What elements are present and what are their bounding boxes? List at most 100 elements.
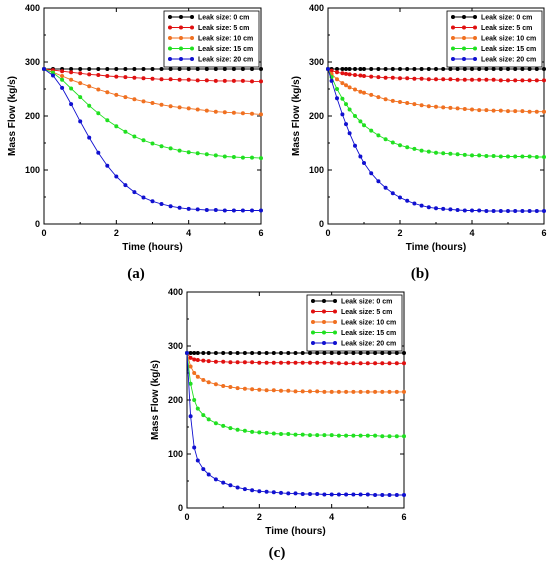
- data-point: [344, 71, 348, 76]
- data-point: [353, 143, 357, 148]
- data-point: [527, 154, 532, 159]
- data-point: [195, 151, 200, 156]
- data-point: [462, 67, 467, 71]
- data-point: [188, 414, 193, 419]
- legend-swatch-marker: [311, 299, 315, 303]
- data-point: [293, 432, 298, 437]
- series-line: [327, 68, 544, 212]
- data-point: [204, 78, 209, 83]
- data-point: [455, 67, 460, 71]
- data-point: [242, 351, 247, 355]
- data-point: [222, 78, 227, 83]
- data-point: [60, 74, 65, 78]
- data-point: [394, 389, 399, 394]
- data-point: [141, 67, 146, 71]
- data-point: [188, 355, 193, 360]
- data-point: [441, 105, 446, 110]
- data-point: [376, 95, 381, 100]
- legend-entry: Leak size: 5 cm: [481, 25, 532, 32]
- data-point: [168, 67, 173, 71]
- data-point: [455, 152, 460, 157]
- data-point: [123, 67, 128, 71]
- data-point: [114, 67, 119, 71]
- legend-swatch-marker: [190, 57, 194, 61]
- legend-swatch-marker: [322, 320, 326, 324]
- data-point: [308, 389, 312, 394]
- data-point: [235, 351, 240, 355]
- data-point: [250, 360, 255, 365]
- data-point: [491, 67, 496, 71]
- data-point: [373, 493, 378, 497]
- data-point: [185, 351, 189, 355]
- data-point: [353, 87, 357, 92]
- data-point: [383, 75, 388, 80]
- x-tick-label: 6: [258, 228, 263, 238]
- data-point: [448, 77, 453, 82]
- data-point: [380, 361, 385, 366]
- data-point: [204, 152, 209, 157]
- data-point: [419, 203, 424, 208]
- series-2: [326, 67, 546, 114]
- data-point: [434, 206, 438, 211]
- data-point: [513, 67, 518, 71]
- data-point: [206, 359, 211, 364]
- x-tick-label: 0: [184, 512, 189, 522]
- data-point: [462, 77, 467, 82]
- data-point: [448, 105, 453, 110]
- data-point: [259, 156, 263, 161]
- data-point: [344, 433, 349, 438]
- data-point: [491, 154, 496, 158]
- data-point: [387, 389, 392, 394]
- data-point: [484, 77, 489, 82]
- x-tick-label: 4: [186, 228, 191, 238]
- legend-swatch-marker: [179, 57, 183, 61]
- data-point: [69, 102, 74, 107]
- series-line: [43, 68, 262, 115]
- data-point: [347, 72, 352, 77]
- data-point: [240, 67, 245, 71]
- data-point: [204, 108, 209, 113]
- data-point: [520, 67, 525, 71]
- legend-swatch-marker: [333, 299, 337, 303]
- data-point: [534, 209, 539, 213]
- data-point: [132, 75, 137, 80]
- data-point: [168, 104, 173, 109]
- data-point: [159, 67, 164, 71]
- data-point: [329, 68, 334, 73]
- legend-swatch-marker: [451, 15, 455, 19]
- chart-panel-0: 0 2 4 6 0 100 200 300 400 Time (hours) Mass Flow (…: [7, 3, 264, 282]
- data-point: [362, 74, 366, 78]
- data-point: [394, 361, 399, 366]
- data-point: [470, 153, 474, 158]
- chart-panel-1: 0 2 4 6 0 100 200 300 400 Time (hours) Mass Flow (…: [291, 3, 547, 282]
- data-point: [322, 433, 327, 438]
- data-point: [506, 78, 510, 83]
- data-point: [186, 67, 191, 71]
- data-point: [390, 67, 395, 71]
- data-point: [398, 76, 402, 81]
- data-point: [186, 206, 191, 211]
- data-point: [60, 69, 65, 74]
- data-point: [322, 492, 327, 497]
- data-point: [322, 389, 327, 394]
- data-point: [279, 432, 283, 436]
- data-point: [231, 155, 236, 159]
- legend-swatch-marker: [473, 36, 477, 40]
- data-point: [390, 191, 395, 196]
- data-point: [369, 67, 374, 71]
- data-point: [412, 146, 417, 151]
- data-point: [534, 109, 539, 114]
- data-point: [240, 155, 245, 160]
- data-point: [426, 104, 431, 109]
- data-point: [315, 433, 320, 438]
- legend-swatch-marker: [473, 15, 477, 19]
- data-point: [300, 351, 305, 355]
- data-point: [257, 351, 262, 355]
- legend-swatch-marker: [311, 309, 315, 314]
- legend-swatch-marker: [311, 341, 315, 345]
- data-point: [69, 67, 74, 71]
- data-point: [383, 97, 388, 102]
- data-point: [441, 151, 446, 156]
- panel-label: (b): [411, 266, 429, 282]
- legend-swatch-marker: [311, 330, 315, 335]
